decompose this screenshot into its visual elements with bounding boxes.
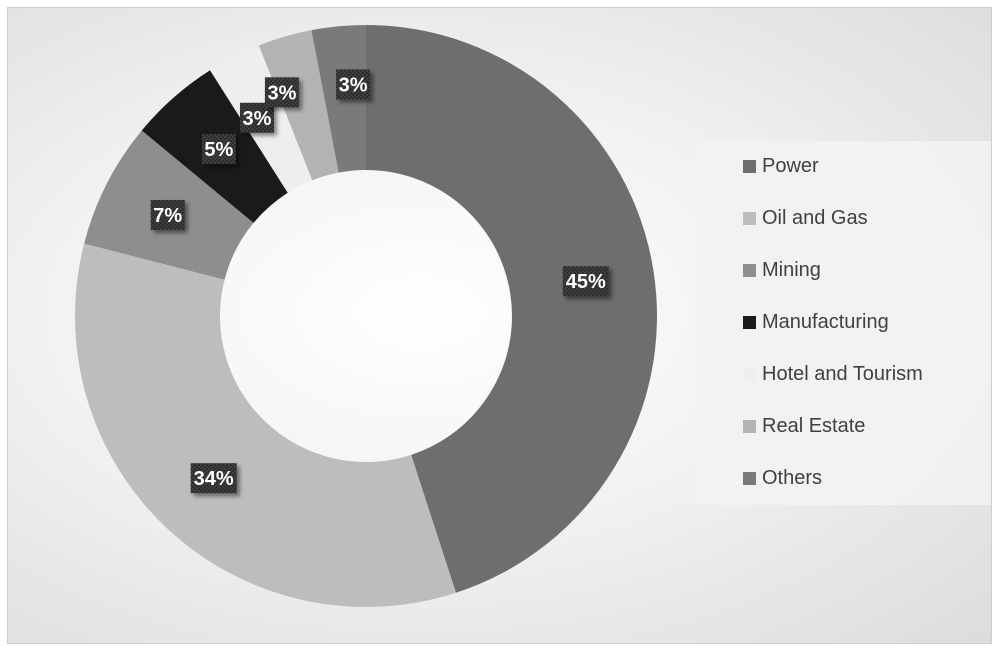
legend-label: Real Estate: [762, 414, 866, 437]
data-label-power: 45%: [562, 266, 609, 297]
data-label-box: [336, 69, 371, 100]
legend-label: Mining: [762, 258, 821, 281]
legend-swatch: [743, 159, 756, 173]
slice-power: [366, 25, 657, 593]
donut-chart: 45% 34% 7% 5% 3% 3% 3%: [74, 25, 657, 608]
legend-item-mining: Mining: [743, 258, 821, 282]
data-label-text: 45%: [566, 271, 606, 293]
data-label-others: 3%: [336, 69, 371, 100]
legend-swatch: [743, 367, 756, 381]
legend: Power Oil and Gas Mining Manufacturing H…: [695, 141, 991, 505]
legend-swatch: [743, 315, 756, 329]
data-label-text: 3%: [339, 74, 368, 96]
data-label-mining: 7%: [150, 199, 185, 230]
legend-item-oil-and-gas: Oil and Gas: [743, 206, 868, 230]
slice-oil-and-gas: [74, 243, 456, 608]
data-label-hotel-and-tourism: 3%: [239, 102, 274, 133]
legend-swatch: [743, 419, 756, 433]
data-label-text: 34%: [194, 468, 234, 490]
data-label-box: [239, 102, 274, 133]
data-label-manufacturing: 5%: [201, 134, 236, 165]
legend-swatch: [743, 471, 756, 485]
data-label-text: 5%: [204, 139, 233, 161]
chart-area: 45% 34% 7% 5% 3% 3% 3% Power Oil and Gas Minin…: [7, 7, 992, 644]
data-label-box: [264, 77, 299, 108]
data-label-real-estate: 3%: [264, 77, 299, 108]
legend-swatch: [743, 211, 756, 225]
legend-label: Manufacturing: [762, 310, 889, 333]
legend-item-hotel-and-tourism: Hotel and Tourism: [743, 362, 923, 386]
data-label-box: [150, 199, 185, 230]
legend-item-real-estate: Real Estate: [743, 414, 865, 438]
data-label-box: [562, 266, 609, 297]
legend-label: Oil and Gas: [762, 206, 868, 229]
data-label-text: 7%: [153, 205, 182, 227]
data-label-text: 3%: [267, 82, 296, 104]
legend-label: Others: [762, 466, 823, 489]
legend-label: Power: [762, 154, 819, 177]
data-label-text: 3%: [243, 108, 272, 130]
legend-swatch: [743, 263, 756, 277]
legend-item-manufacturing: Manufacturing: [743, 310, 889, 334]
legend-label: Hotel and Tourism: [762, 362, 923, 385]
legend-item-others: Others: [743, 466, 822, 490]
data-label-box: [190, 463, 237, 494]
data-label-oil-and-gas: 34%: [190, 463, 237, 494]
data-label-box: [201, 134, 236, 165]
legend-item-power: Power: [743, 154, 819, 178]
